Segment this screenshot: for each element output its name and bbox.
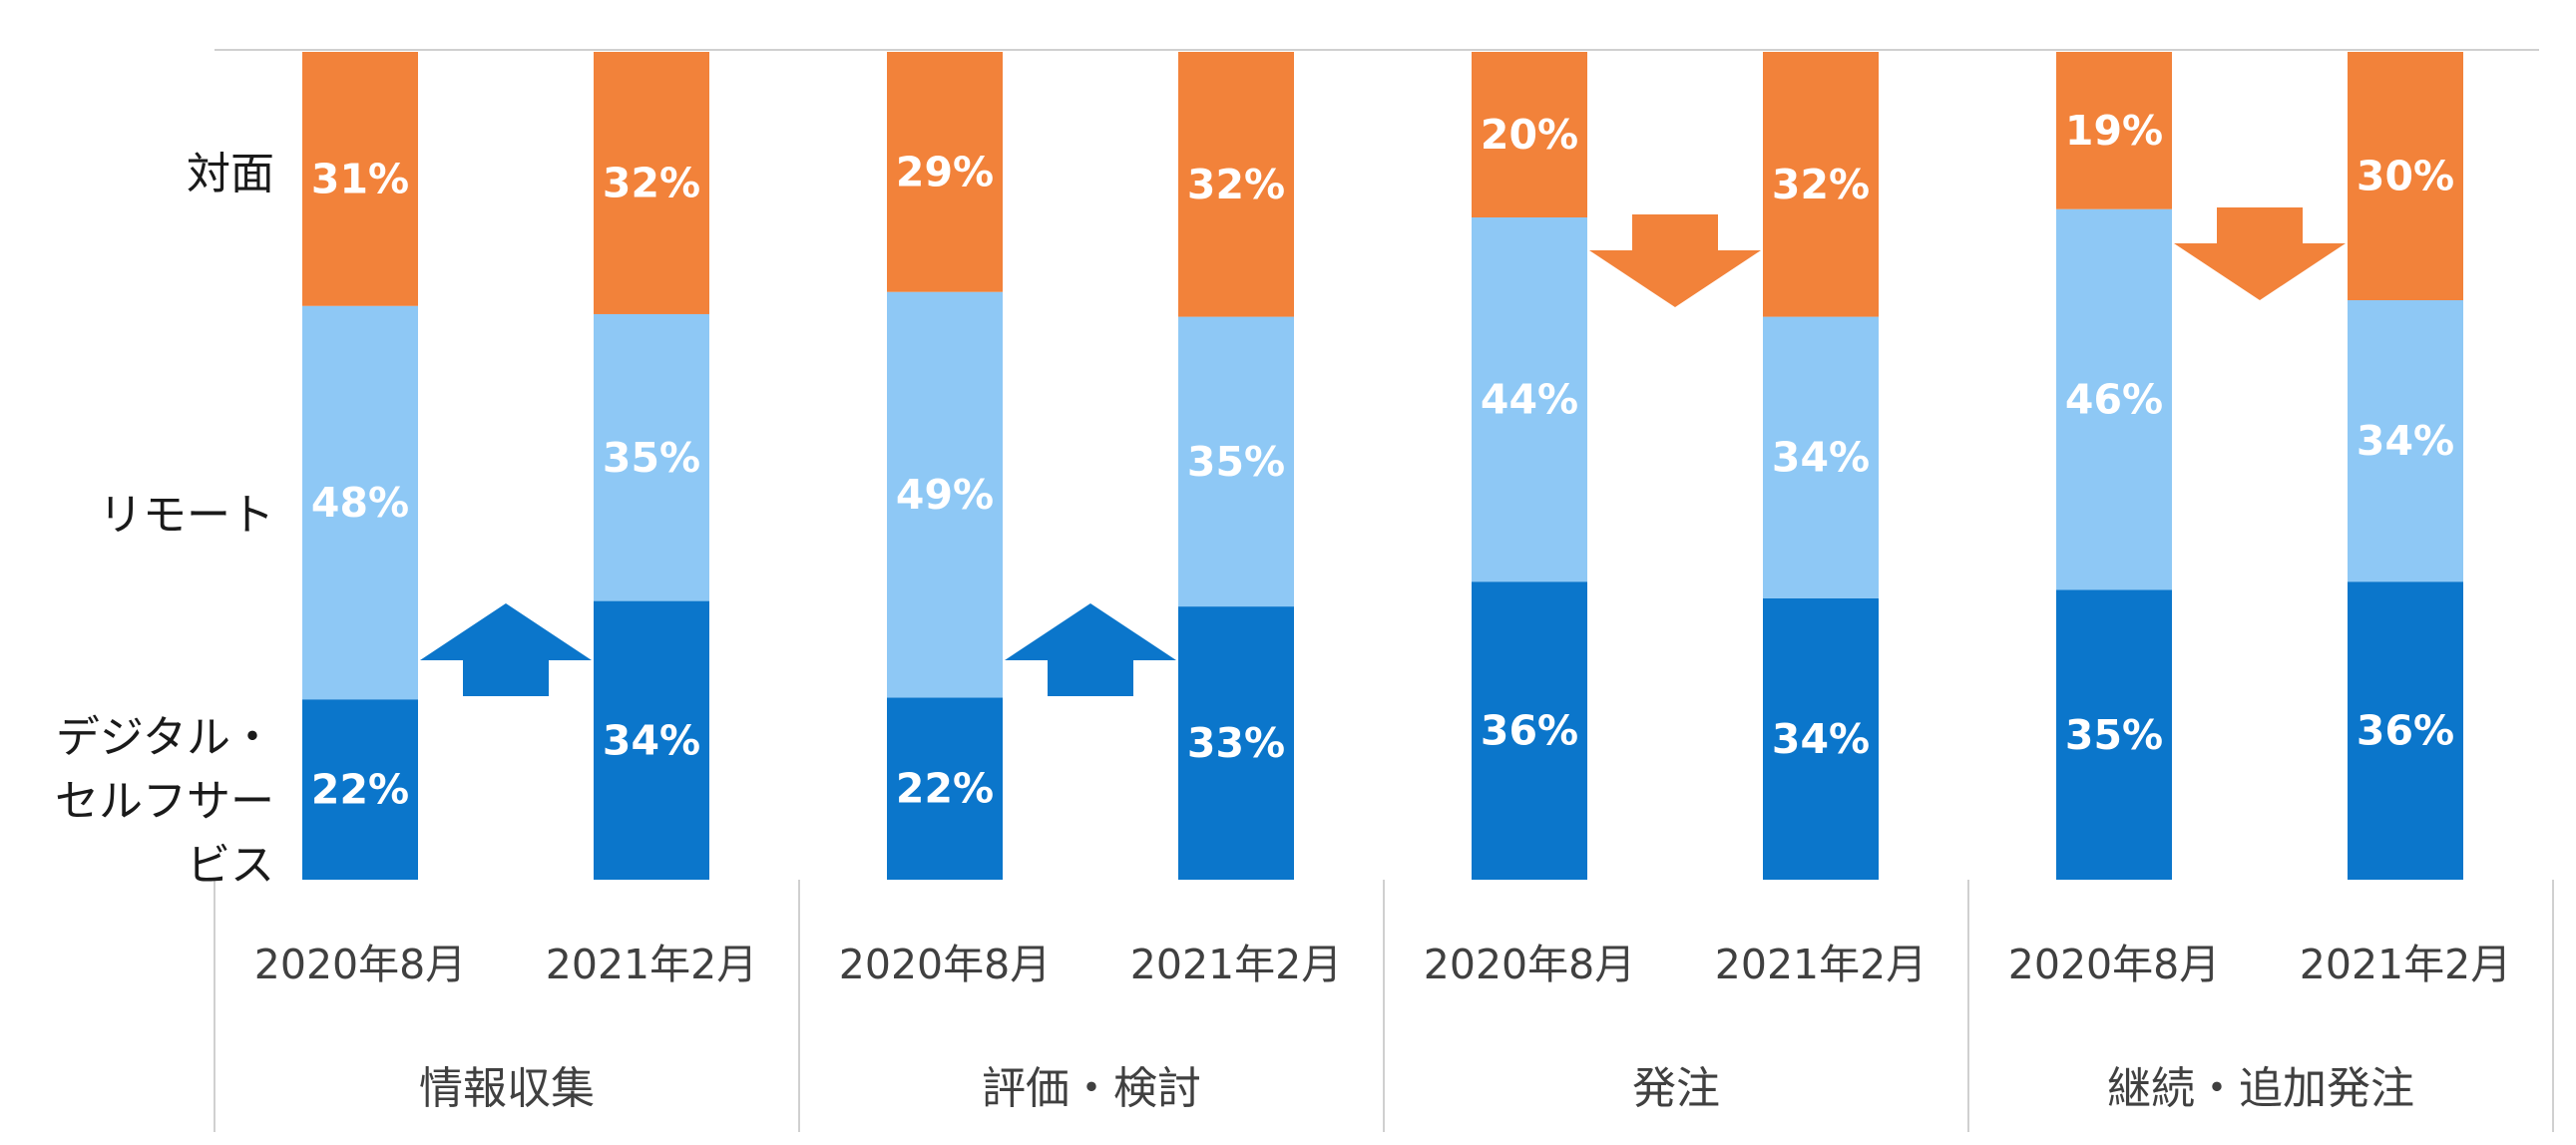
series-label-digital-self-service: デジタル・ セルフサービス: [20, 706, 274, 897]
series-label-remote: リモート: [20, 484, 274, 548]
bar-segment-remote: [2056, 208, 2172, 590]
data-label-face-to-face: 29%: [896, 148, 994, 195]
series-label-face-to-face: 対面: [20, 143, 274, 206]
data-label-remote: 49%: [896, 471, 994, 519]
bar-segment-face-to-face: [1763, 52, 1879, 317]
data-label-remote: 35%: [603, 434, 700, 482]
data-label-digital: 22%: [896, 765, 994, 813]
bar-segment-face-to-face: [2348, 52, 2463, 300]
data-label-remote: 34%: [2357, 417, 2454, 465]
bar-segment-remote: [1763, 316, 1879, 598]
x-category-label: 発注: [1632, 1063, 1720, 1114]
arrow-down-icon: [2174, 207, 2346, 300]
bar-segment-digital: [594, 600, 709, 880]
data-label-remote: 46%: [2065, 376, 2163, 424]
x-tick-label-period: 2021年2月: [545, 941, 758, 988]
bar-segment-remote: [2348, 300, 2463, 582]
data-label-remote: 35%: [1187, 438, 1285, 486]
x-tick-label-period: 2020年8月: [253, 941, 467, 988]
arrow-up-icon: [420, 603, 592, 696]
x-tick-label-period: 2020年8月: [1423, 941, 1636, 988]
x-category-label: 情報収集: [419, 1063, 595, 1114]
series-label-line: リモート: [99, 490, 274, 541]
arrow-down-icon: [1589, 214, 1761, 307]
x-category-label: 継続・追加発注: [2107, 1063, 2414, 1114]
series-label-line: デジタル・: [55, 712, 274, 763]
bar-segment-face-to-face: [2056, 52, 2172, 209]
bar-segment-digital: [2056, 589, 2172, 880]
x-tick-label-period: 2020年8月: [838, 941, 1052, 988]
bar-segment-face-to-face: [594, 52, 709, 314]
x-category-label: 評価・検討: [982, 1063, 1201, 1114]
bar-segment-remote: [1178, 316, 1294, 607]
x-tick-label-period: 2021年2月: [1129, 941, 1343, 988]
data-label-digital: 34%: [1772, 715, 1870, 763]
data-label-face-to-face: 32%: [1772, 161, 1870, 208]
x-tick-label-period: 2021年2月: [2299, 941, 2512, 988]
data-label-digital: 33%: [1187, 719, 1285, 767]
arrow-up-icon: [1005, 603, 1176, 696]
bar-segment-digital: [887, 697, 1003, 880]
data-label-digital: 35%: [2065, 711, 2163, 759]
data-label-face-to-face: 32%: [1187, 161, 1285, 208]
data-label-face-to-face: 32%: [603, 159, 700, 206]
bar-segment-digital: [1763, 597, 1879, 880]
bar-segment-digital: [302, 699, 418, 880]
data-label-face-to-face: 19%: [2065, 107, 2163, 155]
data-label-remote: 44%: [1481, 376, 1578, 424]
x-tick-label-period: 2021年2月: [1714, 941, 1928, 988]
bar-segment-face-to-face: [1472, 52, 1587, 217]
data-label-digital: 22%: [311, 766, 409, 814]
bar-segment-remote: [594, 313, 709, 601]
bar-segment-face-to-face: [1178, 52, 1294, 317]
bar-segment-remote: [1472, 217, 1587, 582]
data-label-remote: 34%: [1772, 434, 1870, 482]
bar-segment-digital: [1472, 581, 1587, 880]
data-label-digital: 34%: [603, 716, 700, 764]
bar-segment-remote: [887, 291, 1003, 698]
series-label-line: 対面: [187, 149, 274, 199]
data-label-face-to-face: 20%: [1481, 111, 1578, 159]
bar-segment-digital: [1178, 606, 1294, 880]
data-label-digital: 36%: [2357, 707, 2454, 755]
bar-segment-face-to-face: [302, 52, 418, 306]
data-label-digital: 36%: [1481, 707, 1578, 755]
data-label-face-to-face: 30%: [2357, 153, 2454, 200]
bar-segment-face-to-face: [887, 52, 1003, 292]
series-label-line: セルフサービス: [55, 775, 274, 891]
data-label-remote: 48%: [311, 479, 409, 527]
data-label-face-to-face: 31%: [311, 155, 409, 202]
bar-segment-digital: [2348, 581, 2463, 880]
x-tick-label-period: 2020年8月: [2007, 941, 2221, 988]
bar-segment-remote: [302, 305, 418, 700]
